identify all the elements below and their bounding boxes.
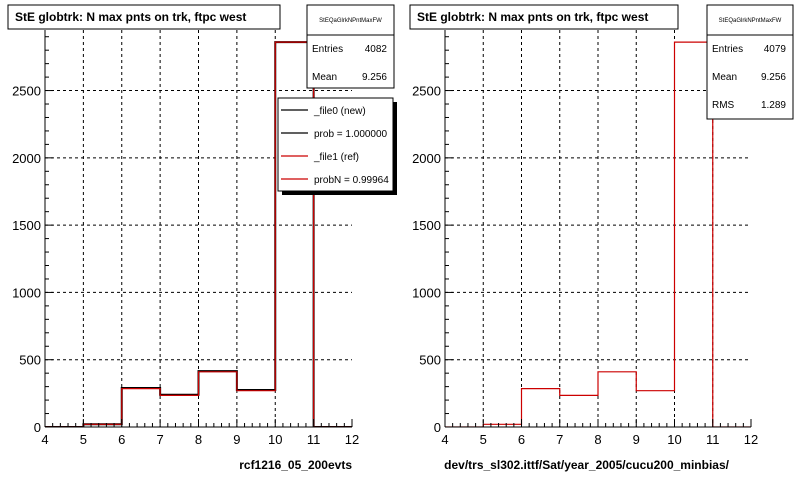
stats-name: StEQaGlrkNPntMaxFW <box>319 18 382 24</box>
x-tick-label: 12 <box>345 432 359 447</box>
legend-label: _file0 (new) <box>313 106 366 117</box>
y-tick-label: 1000 <box>12 285 41 300</box>
y-tick-label: 1500 <box>412 218 441 233</box>
x-tick-label: 7 <box>157 432 164 447</box>
legend-label: _file1 (ref) <box>313 152 359 163</box>
grid-lines <box>445 30 751 427</box>
x-tick-label: 11 <box>307 432 321 447</box>
x-tick-label: 7 <box>556 432 563 447</box>
x-tick-label: 6 <box>118 432 125 447</box>
x-tick-label: 10 <box>268 432 282 447</box>
legend-box <box>277 97 394 192</box>
stats-label: Entries <box>712 44 743 55</box>
y-tick-label: 0 <box>34 420 41 435</box>
x-tick-label: 5 <box>480 432 487 447</box>
stats-box <box>306 4 395 89</box>
x-tick-label: 9 <box>633 432 640 447</box>
chart-title: StE globtrk: N max pnts on trk, ftpc wes… <box>15 10 246 24</box>
legend-label: probN = 0.99964 <box>314 175 389 186</box>
stats-value: 9.256 <box>362 72 387 83</box>
x-tick-label: 4 <box>441 432 448 447</box>
grid-lines <box>45 30 352 427</box>
chart-title-box <box>7 4 281 30</box>
stats-value: 9.256 <box>761 72 786 83</box>
histogram-panel-1: 4 5 6 7 8 9 10 11 12 0 500 1000 1500 2000 2500 StE glob… <box>7 4 397 472</box>
x-tick-label: 8 <box>594 432 601 447</box>
x-tick-label: 5 <box>80 432 87 447</box>
stats-value: 4079 <box>764 44 787 55</box>
chart-title: StE globtrk: N max pnts on trk, ftpc wes… <box>417 10 648 24</box>
y-tick-label: 1500 <box>12 218 41 233</box>
y-tick-label: 500 <box>19 353 41 368</box>
stats-label: Entries <box>312 44 343 55</box>
y-tick-label: 2500 <box>12 84 41 99</box>
chart-title-box <box>409 4 679 30</box>
x-tick-label: 4 <box>41 432 48 447</box>
stats-label: Mean <box>712 72 737 83</box>
y-tick-label: 2500 <box>412 84 441 99</box>
stats-label: Mean <box>312 72 337 83</box>
stats-label: RMS <box>712 100 735 111</box>
x-axis-label: dev/trs_sl302.ittf/Sat/year_2005/cucu200… <box>444 458 729 472</box>
x-tick-label: 12 <box>744 432 758 447</box>
x-tick-label: 6 <box>518 432 525 447</box>
x-tick-label: 10 <box>667 432 681 447</box>
histogram-panel-2: 4 5 6 7 8 9 10 11 12 0 500 1000 1500 2000 2500 StE glob… <box>409 4 794 472</box>
histogram-series-1 <box>445 41 751 427</box>
stats-value: 1.289 <box>761 100 786 111</box>
x-tick-label: 11 <box>706 432 720 447</box>
x-axis-label: rcf1216_05_200evts <box>239 458 352 472</box>
y-tick-label: 2000 <box>12 151 41 166</box>
legend-label: prob = 1.000000 <box>314 129 388 140</box>
stats-value: 4082 <box>365 44 388 55</box>
x-tick-label: 9 <box>233 432 240 447</box>
legend-entries: _file0 (new) prob = 1.000000 _file1 (ref) p… <box>281 106 389 186</box>
y-tick-label: 500 <box>419 353 441 368</box>
stats-box <box>706 4 794 120</box>
y-tick-label: 2000 <box>412 151 441 166</box>
histogram-series-2 <box>45 41 352 427</box>
x-tick-label: 8 <box>195 432 202 447</box>
stats-name: StEQaGlrkNPntMaxFW <box>719 18 782 24</box>
y-tick-label: 0 <box>434 420 441 435</box>
y-tick-label: 1000 <box>412 285 441 300</box>
